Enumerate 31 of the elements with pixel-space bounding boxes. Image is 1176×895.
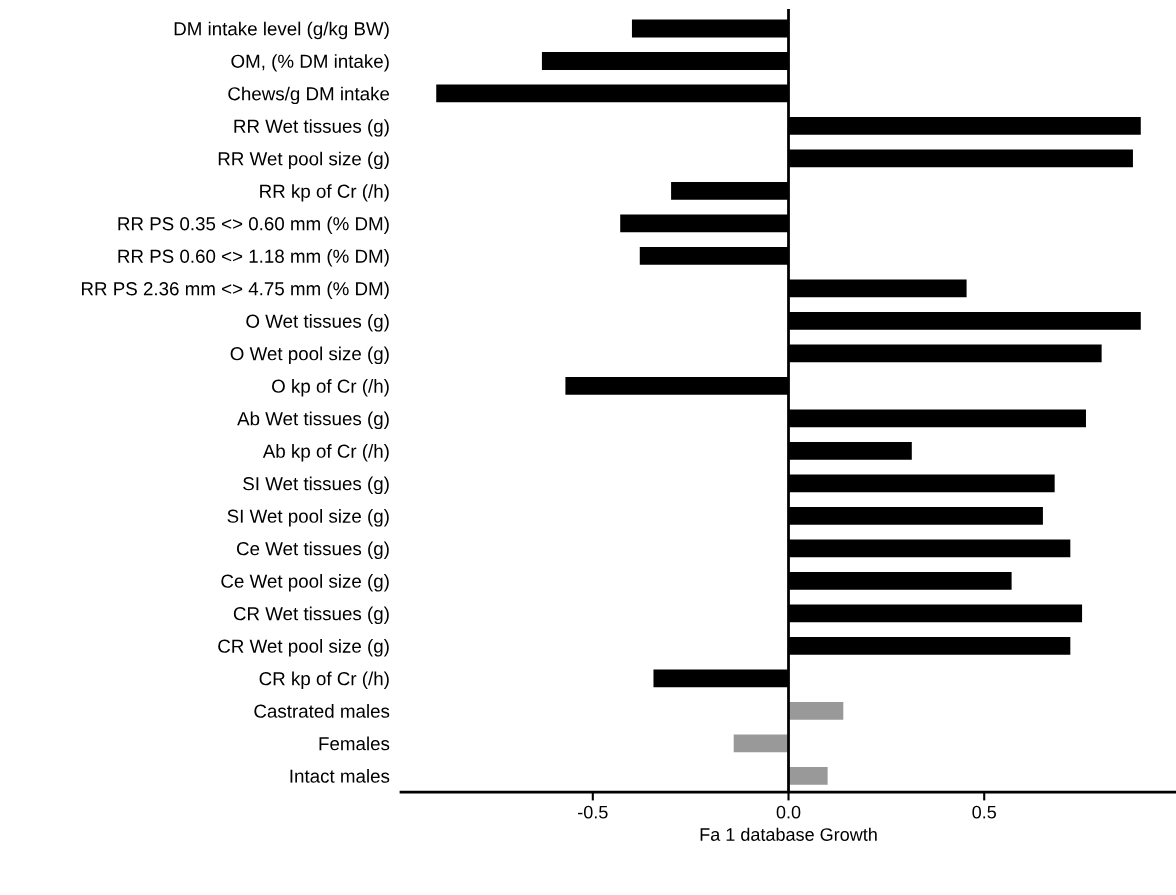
y-tick-label: O Wet pool size (g) (230, 346, 389, 365)
y-tick-label: DM intake level (g/kg BW) (174, 21, 389, 40)
y-tick-label: Chews/g DM intake (228, 86, 390, 105)
y-tick-label: RR Wet pool size (g) (218, 151, 389, 170)
x-tick-label: 0.0 (776, 805, 801, 819)
y-tick-label: RR Wet tissues (g) (234, 119, 389, 137)
y-tick-label: SI Wet pool size (g) (227, 509, 389, 527)
y-tick-label: RR kp of Cr (/h) (260, 184, 389, 202)
y-tick-label: OM, (% DM intake) (231, 54, 389, 72)
x-tick-label: 0.5 (972, 805, 996, 819)
y-tick-label: RR PS 2.36 mm <> 4.75 mm (% DM) (82, 281, 389, 300)
y-tick-label: Intact males (290, 769, 390, 783)
x-axis-title: Fa 1 database Growth (700, 827, 877, 841)
bar (788, 766, 828, 785)
y-tick-label: Ce Wet tissues (g) (236, 541, 389, 560)
bar (733, 734, 789, 753)
y-tick-label: CR Wet tissues (g) (233, 606, 389, 625)
y-tick-label: RR PS 0.35 <> 0.60 mm (% DM) (118, 216, 389, 235)
y-tick-label: RR PS 0.60 <> 1.18 mm (% DM) (118, 249, 389, 267)
y-tick-label: Ab kp of Cr (/h) (262, 444, 389, 462)
y-tick-label: Females (319, 736, 390, 751)
y-tick-label: O kp of Cr (/h) (272, 379, 389, 397)
bar (788, 701, 844, 720)
y-tick-label: CR kp of Cr (/h) (259, 671, 389, 690)
y-tick-label: O Wet tissues (g) (246, 314, 389, 332)
x-tick-label: -0.5 (578, 805, 608, 819)
y-tick-label: SI Wet tissues (g) (243, 476, 389, 495)
y-tick-label: CR Wet pool size (g) (218, 639, 389, 657)
y-tick-label: Ab Wet tissues (g) (237, 411, 389, 430)
y-tick-label: Castrated males (254, 704, 390, 718)
y-tick-label: Ce Wet pool size (g) (221, 574, 389, 592)
